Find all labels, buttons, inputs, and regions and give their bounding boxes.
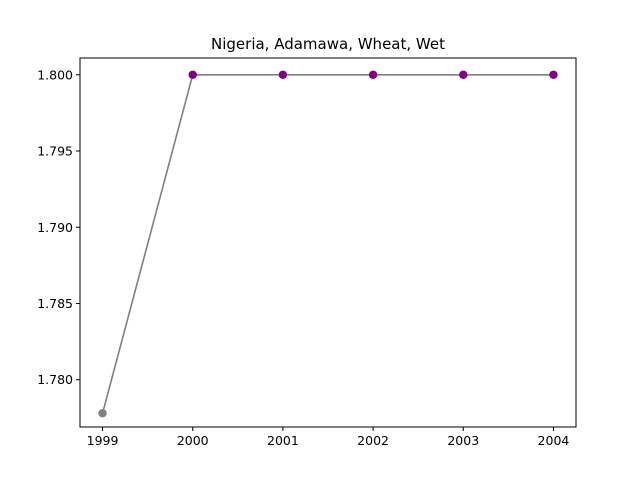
data-point — [549, 70, 558, 79]
x-tick-label: 2000 — [177, 433, 209, 448]
y-tick-label: 1.780 — [37, 372, 73, 387]
data-point — [188, 70, 197, 79]
y-tick-label: 1.800 — [37, 67, 73, 82]
data-point — [278, 70, 288, 79]
data-point — [368, 70, 378, 79]
x-tick-label: 2001 — [267, 433, 299, 448]
series-line — [101, 73, 554, 414]
axes: 1999 2000 2001 2002 2003 2004 1.780 1.785 1.790 1… — [37, 57, 577, 448]
series-group — [98, 70, 558, 418]
data-point — [98, 409, 107, 418]
x-tick-label: 1999 — [87, 433, 119, 448]
x-tick-label: 2002 — [357, 433, 389, 448]
chart-title: Nigeria, Adamawa, Wheat, Wet — [211, 35, 445, 53]
x-tick-label: 2003 — [447, 433, 479, 448]
x-tick-label: 2004 — [538, 433, 570, 448]
y-tick-label: 1.790 — [37, 220, 73, 235]
y-tick-label: 1.785 — [37, 296, 73, 311]
plot-frame — [79, 57, 577, 428]
data-point — [459, 70, 468, 79]
y-tick-label: 1.795 — [37, 144, 73, 159]
